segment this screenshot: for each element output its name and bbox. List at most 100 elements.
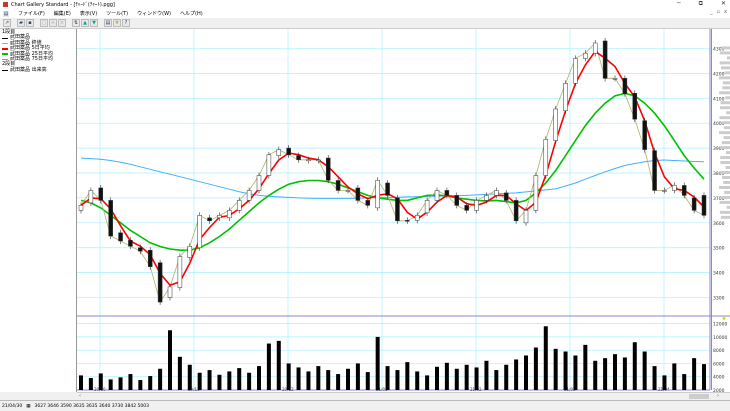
help-icon[interactable]: ? — [122, 19, 130, 27]
volume-bar — [454, 368, 459, 390]
candle-body — [691, 197, 697, 211]
price-volume-profile-bar — [725, 166, 730, 170]
price-volume-profile-bar — [720, 106, 730, 110]
volume-bar — [108, 379, 113, 390]
volume-bar — [177, 356, 182, 390]
menu-tools[interactable]: ツール(T) — [106, 11, 129, 17]
candle-body — [187, 245, 193, 258]
menu-help[interactable]: ヘルプ(H) — [180, 11, 203, 17]
volume-bar — [435, 366, 439, 390]
menu-file[interactable]: ファイル(F) — [18, 11, 45, 17]
sort-icon[interactable]: ⇅ — [72, 19, 80, 27]
maximize-button[interactable]: ⧉ — [698, 0, 703, 7]
candle-body — [444, 190, 450, 196]
volume-tick-label: 2000 — [713, 388, 725, 392]
status-values: 3627 3646 3590 3635 3635 3640 3730 3842 … — [34, 403, 149, 409]
candle-body — [434, 190, 440, 201]
menu-edit[interactable]: 編集(E) — [53, 11, 71, 17]
print-icon[interactable]: ▤ — [104, 19, 112, 27]
document-icon[interactable]: ▤ — [3, 10, 9, 17]
candle-body — [523, 210, 529, 224]
arrow-up-icon[interactable]: ▲ — [81, 19, 89, 27]
volume-bar — [168, 330, 172, 390]
candle-body — [405, 220, 410, 222]
chart-svg[interactable]: 3300 3400 3500 3600 3700 3800 3900 4000 4100 4200… — [77, 29, 730, 394]
chart-icon[interactable]: ↗ — [3, 19, 11, 27]
legend-item[interactable]: 武田薬品 出来高 — [2, 67, 74, 73]
volume-bar — [583, 344, 588, 390]
menu-view[interactable]: 表示(V) — [79, 11, 98, 17]
legend-label: 武田薬品 5日平均 — [10, 45, 50, 52]
save-icon[interactable]: ▪ — [26, 19, 34, 27]
candle-body — [395, 197, 400, 222]
chart-area[interactable]: 3300 3400 3500 3600 3700 3800 3900 4000 4100 4200… — [77, 29, 730, 394]
candle-body — [513, 200, 519, 222]
legend-item[interactable]: 武田薬品 — [2, 34, 74, 41]
horizontal-scrollbar[interactable]: ‹ › — [77, 392, 730, 400]
status-bar: 21/04/30 ▦ 3627 3646 3590 3635 3635 3640… — [0, 400, 730, 411]
volume-bar — [652, 366, 657, 390]
price-volume-profile-bar — [722, 175, 730, 179]
price-tick-label: 4300 — [713, 46, 725, 52]
price-tick-label: 3400 — [713, 271, 725, 277]
volume-bar — [148, 376, 153, 390]
series-legend: 1段目 武田薬品 武田薬品 終値 武田薬品 5日平均 武田薬品 25日平均 武田薬品 7… — [0, 29, 77, 392]
price-volume-profile-bar — [720, 215, 730, 219]
scroll-right-button[interactable]: › — [717, 393, 719, 399]
minimize-button[interactable]: ─ — [677, 0, 681, 7]
candle-body — [316, 159, 321, 162]
volume-bar — [662, 375, 667, 390]
delete-icon[interactable]: × — [58, 19, 66, 27]
legend-item[interactable]: 武田薬品 5日平均 — [2, 45, 74, 52]
volume-bar — [187, 364, 192, 390]
candle-body — [78, 205, 84, 211]
scroll-thumb[interactable] — [689, 394, 709, 399]
legend-swatch — [2, 53, 8, 56]
copy-icon[interactable]: ▢ — [40, 19, 48, 27]
volume-bar — [197, 372, 202, 390]
volume-bar — [444, 362, 449, 390]
price-tick-label: 3500 — [713, 246, 725, 252]
candle-body — [592, 42, 598, 54]
mdi-restore-button[interactable]: ▫ — [716, 9, 721, 15]
mdi-minimize-button[interactable]: _ — [710, 9, 713, 15]
open-icon[interactable]: ▰ — [17, 19, 25, 27]
candle-body — [573, 58, 578, 84]
legend-swatch — [2, 43, 8, 45]
price-tick-label: 3600 — [713, 221, 725, 227]
volume-bar — [79, 375, 83, 390]
volume-bar — [316, 366, 321, 390]
candle-body — [474, 200, 479, 211]
legend-label: 武田薬品 — [10, 34, 31, 41]
volume-bar — [425, 375, 430, 390]
arrow-down-icon[interactable]: ▼ — [90, 19, 98, 27]
pin-icon[interactable]: ♆ — [113, 19, 121, 27]
volume-bar — [296, 367, 301, 390]
volume-bar — [533, 347, 538, 390]
scroll-left-button[interactable]: ‹ — [79, 393, 81, 399]
price-volume-profile-bar — [721, 66, 730, 70]
legend-item[interactable]: 武田薬品 終値 — [2, 40, 74, 46]
close-line — [80, 42, 705, 303]
candle-body — [672, 184, 677, 191]
price-volume-profile-bar — [725, 151, 730, 155]
title-bar: Chart Gallery Standard - [ﾁｬｰﾄﾞ(ﾁｬｰﾄ).pg… — [0, 0, 730, 9]
mdi-close-button[interactable]: x — [724, 9, 727, 15]
volume-bar — [237, 368, 242, 390]
legend-item[interactable]: 武田薬品 75日平均 — [2, 56, 74, 62]
legend-panel-2: 2段目 — [2, 61, 16, 68]
price-volume-profile-bar — [721, 121, 730, 125]
add-icon[interactable]: + — [49, 19, 57, 27]
volume-bar — [326, 370, 331, 390]
volume-bar — [672, 363, 677, 390]
candle-body — [365, 200, 371, 206]
volume-bar — [98, 373, 103, 390]
legend-item[interactable]: 武田薬品 25日平均 — [2, 51, 74, 57]
candle-body — [553, 108, 558, 141]
close-button[interactable]: ✕ — [720, 0, 726, 7]
candle-body — [227, 210, 232, 219]
legend-swatch — [2, 47, 8, 50]
volume-bar — [217, 374, 222, 390]
menu-window[interactable]: ウィンドウ(W) — [137, 11, 171, 17]
price-volume-profile-bar — [719, 146, 730, 150]
